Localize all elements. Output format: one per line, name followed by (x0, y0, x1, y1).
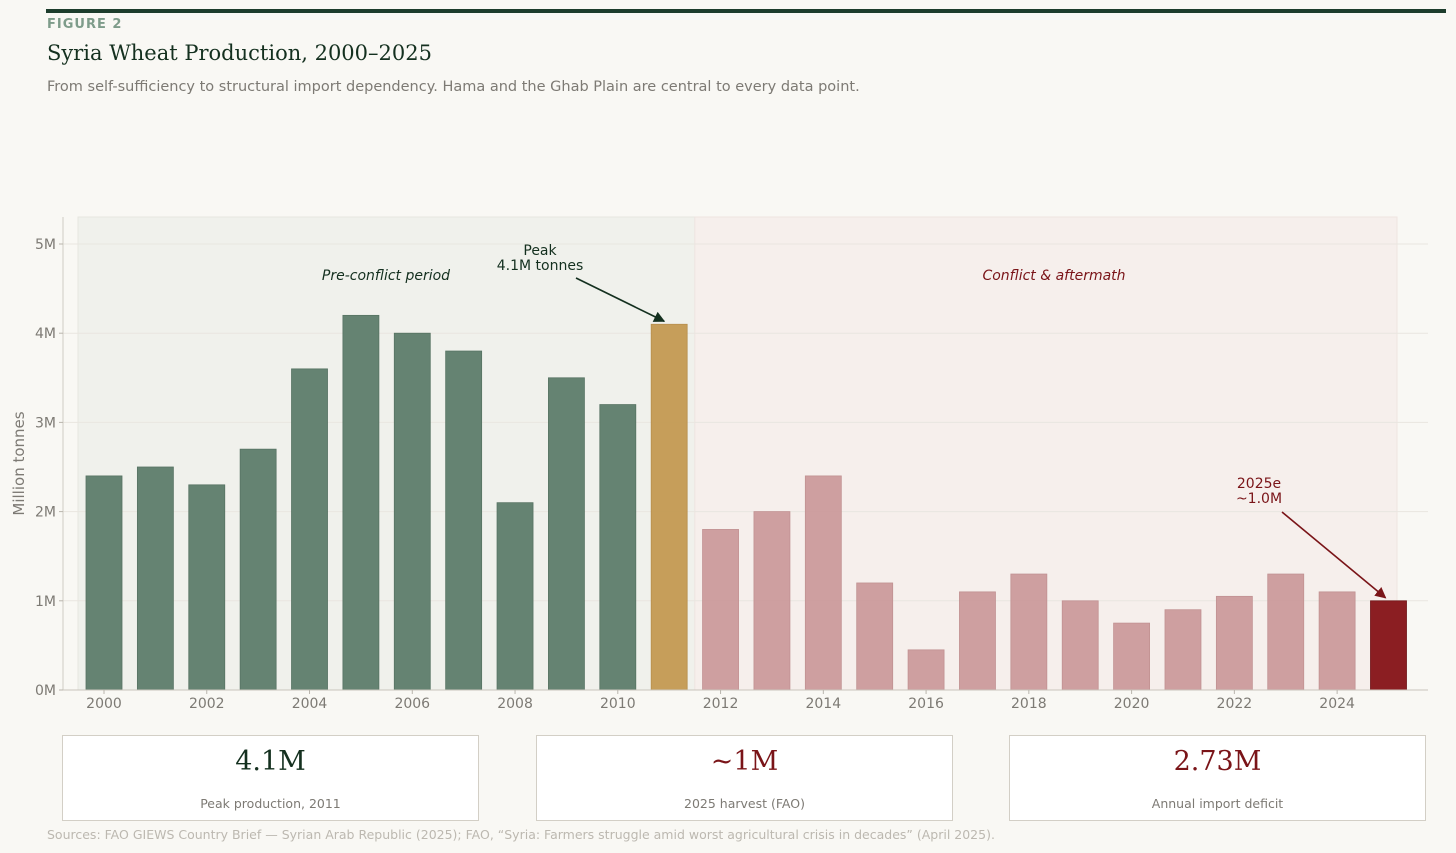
bar-2001 (136, 466, 174, 691)
bar-2014 (804, 475, 842, 691)
annotation-estimate-line2: ~1.0M (1236, 491, 1282, 507)
stat-caption: Peak production, 2011 (200, 796, 341, 811)
bar-2024 (1318, 591, 1356, 691)
bar-2008 (496, 502, 534, 691)
y-tick-label: 5M (35, 237, 56, 253)
stat-caption: 2025 harvest (FAO) (684, 796, 805, 811)
bar-2010 (599, 404, 637, 691)
figure-label: FIGURE 2 (47, 17, 123, 32)
bar-2023 (1267, 573, 1305, 691)
bar-2020 (1113, 622, 1150, 691)
bar-2003 (239, 448, 277, 691)
stat-card-peak: 4.1M Peak production, 2011 (62, 735, 479, 821)
x-tick-label: 2020 (1114, 696, 1150, 712)
bar-2021 (1164, 609, 1202, 691)
stat-value: ~1M (710, 746, 779, 777)
x-tick-label: 2002 (189, 696, 225, 712)
y-tick-label: 2M (35, 505, 56, 521)
bar-2011 (650, 323, 688, 691)
stat-card-deficit: 2.73M Annual import deficit (1009, 735, 1426, 821)
y-tick-label: 4M (35, 326, 56, 342)
region-pre-conflict (77, 216, 696, 691)
annotation-estimate-line1: 2025e (1237, 476, 1281, 492)
y-tick-label: 1M (35, 594, 56, 610)
x-tick-label: 2016 (908, 696, 944, 712)
bar-2012 (702, 529, 739, 691)
x-tick-label: 2006 (394, 696, 430, 712)
bar-2004 (291, 368, 328, 691)
region-label-conflict: Conflict & aftermath (982, 268, 1125, 284)
bar-2017 (959, 591, 996, 691)
chart-subtitle: From self-sufficiency to structural impo… (47, 79, 860, 95)
y-tick-label: 3M (35, 415, 56, 431)
stat-value: 2.73M (1173, 746, 1262, 777)
bar-2005 (342, 314, 380, 691)
annotation-peak-line2: 4.1M tonnes (497, 258, 584, 274)
bar-chart: 0M 1M 2M 3M 4M 5M 2000 2002 2004 2006 2008 2010 2012… (10, 216, 1428, 712)
x-tick-label: 2018 (1011, 696, 1047, 712)
bar-2006 (393, 332, 431, 691)
bar-2007 (445, 350, 483, 691)
annotation-estimate-arrow (1281, 511, 1387, 599)
sources-note: Sources: FAO GIEWS Country Brief — Syria… (47, 827, 995, 842)
bar-2002 (188, 484, 226, 691)
stat-caption: Annual import deficit (1151, 796, 1284, 811)
bar-2025 (1370, 600, 1407, 691)
stat-card-harvest: ~1M 2025 harvest (FAO) (536, 735, 953, 821)
annotation-peak-line1: Peak (523, 243, 557, 259)
y-axis-title: Million tonnes (10, 411, 28, 515)
bar-2018 (1010, 573, 1048, 691)
x-tick-label: 2014 (805, 696, 841, 712)
bar-2000 (85, 475, 123, 691)
bar-2016 (907, 649, 945, 691)
x-tick-label: 2000 (86, 696, 122, 712)
annotation-peak-arrow (575, 277, 666, 322)
top-rule (46, 9, 1446, 13)
chart-title: Syria Wheat Production, 2000–2025 (47, 41, 432, 65)
bar-2013 (753, 511, 791, 691)
stat-value: 4.1M (235, 746, 306, 777)
x-tick-label: 2010 (600, 696, 636, 712)
bar-2009 (548, 377, 585, 691)
x-tick-label: 2012 (703, 696, 739, 712)
bar-2022 (1215, 595, 1253, 691)
y-tick-label: 0M (35, 683, 56, 699)
x-tick-label: 2004 (292, 696, 328, 712)
region-label-pre-conflict: Pre-conflict period (322, 268, 450, 284)
bar-2019 (1061, 600, 1099, 691)
bar-2015 (856, 582, 894, 691)
x-tick-label: 2022 (1217, 696, 1253, 712)
x-tick-label: 2008 (497, 696, 533, 712)
x-tick-label: 2024 (1319, 696, 1355, 712)
